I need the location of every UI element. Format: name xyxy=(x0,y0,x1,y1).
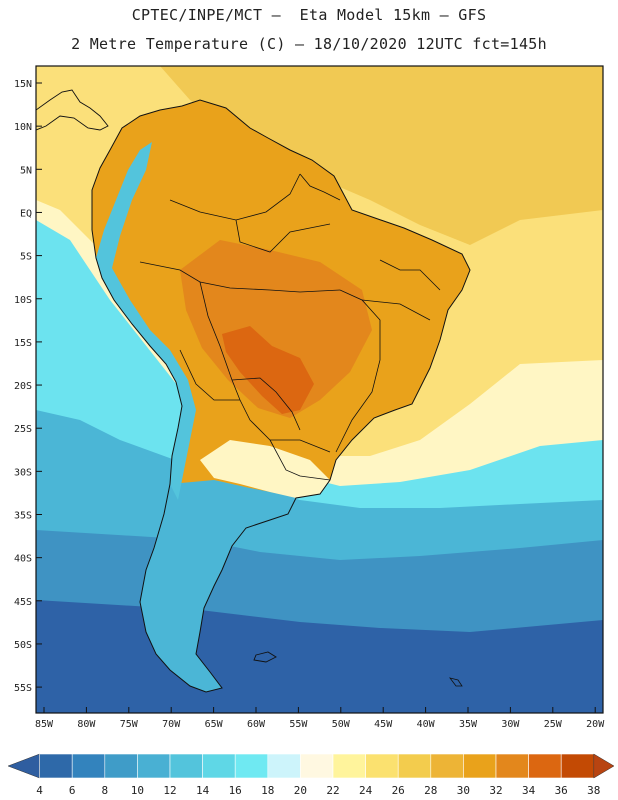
legend-swatch xyxy=(71,753,106,779)
lat-tick-label: EQ xyxy=(20,208,32,219)
lon-tick-label: 45W xyxy=(374,719,393,730)
legend-label: 10 xyxy=(131,784,144,797)
lat-tick-label: 40S xyxy=(14,554,32,565)
land-extreme xyxy=(222,326,314,414)
lat-tick-label: 5N xyxy=(20,165,32,176)
legend-label: 16 xyxy=(229,784,242,797)
legend-label: 8 xyxy=(101,784,108,797)
central-america-coast xyxy=(36,89,109,131)
legend-label: 36 xyxy=(555,784,568,797)
lat-tick-label: 55S xyxy=(14,683,32,694)
legend-label: 12 xyxy=(163,784,176,797)
lon-tick-label: 85W xyxy=(35,719,54,730)
legend-swatch xyxy=(267,753,301,779)
legend-swatch xyxy=(234,753,269,779)
lon-tick-label: 25W xyxy=(544,719,563,730)
legend-label: 26 xyxy=(392,784,405,797)
lat-tick-label: 15S xyxy=(14,338,32,349)
patagonia-cool xyxy=(140,480,296,692)
lon-tick-label: 80W xyxy=(77,719,96,730)
lon-tick-label: 40W xyxy=(417,719,436,730)
lat-tick-label: 30S xyxy=(14,467,32,478)
legend-swatch xyxy=(430,753,464,779)
lat-tick-label: 20S xyxy=(14,381,32,392)
lon-tick-label: 30W xyxy=(501,719,520,730)
lat-tick-label: 35S xyxy=(14,511,32,522)
legend-label: 4 xyxy=(36,784,43,797)
legend-label: 20 xyxy=(294,784,307,797)
lon-tick-label: 50W xyxy=(332,719,351,730)
chart-title-line1: CPTEC/INPE/MCT — Eta Model 15km — GFS xyxy=(131,6,487,24)
land-very-hot xyxy=(180,240,372,418)
legend-label: 24 xyxy=(359,784,373,797)
andes-cold xyxy=(96,142,196,500)
lon-tick-label: 20W xyxy=(586,719,605,730)
legend-swatch xyxy=(202,753,236,779)
lon-tick-label: 55W xyxy=(289,719,308,730)
lat-tick-label: 10S xyxy=(14,295,32,306)
pampas-mild xyxy=(200,440,330,498)
legend-swatch xyxy=(397,753,432,779)
legend-swatch xyxy=(463,753,497,779)
lon-tick-label: 70W xyxy=(162,719,181,730)
legend-label: 32 xyxy=(489,784,502,797)
lon-tick-label: 65W xyxy=(205,719,224,730)
falkland-islands xyxy=(253,651,277,663)
legend-label: 22 xyxy=(326,784,339,797)
south-georgia-island xyxy=(449,677,463,687)
legend-swatch xyxy=(300,753,334,779)
legend-swatch xyxy=(39,753,73,779)
lon-tick-label: 35W xyxy=(459,719,478,730)
longitude-axis: 85W 80W 75W 70W 65W 60W 55W 50W 45W 40W 35W 30W 25W 2… xyxy=(35,707,605,730)
legend-swatch xyxy=(104,753,138,779)
legend-swatch xyxy=(365,753,399,779)
coastline xyxy=(91,99,471,693)
color-legend: 4 6 8 10 12 14 16 18 20 22 24 26 28 30 32 34 36 38 xyxy=(7,753,615,797)
latitude-axis: 15N 10N 5N EQ 5S 10S 15S 20S 25S 30S 35S 40S 45S 50S 5… xyxy=(14,79,42,694)
legend-label: 18 xyxy=(261,784,274,797)
lat-tick-label: 15N xyxy=(14,79,32,90)
legend-swatch xyxy=(528,753,562,779)
legend-swatch xyxy=(137,753,171,779)
country-borders xyxy=(139,173,441,481)
legend-swatch xyxy=(169,753,203,779)
legend-label: 14 xyxy=(196,784,210,797)
lat-tick-label: 25S xyxy=(14,424,32,435)
lat-tick-label: 45S xyxy=(14,597,32,608)
map-frame xyxy=(35,65,604,714)
legend-label: 28 xyxy=(424,784,437,797)
lon-tick-label: 75W xyxy=(120,719,139,730)
legend-swatch xyxy=(495,753,529,779)
legend-under-arrow xyxy=(7,753,40,779)
legend-swatch xyxy=(560,753,595,779)
lat-tick-label: 50S xyxy=(14,640,32,651)
lon-tick-label: 60W xyxy=(247,719,266,730)
map-field xyxy=(36,66,603,713)
legend-over-arrow xyxy=(593,753,615,779)
legend-label: 6 xyxy=(69,784,76,797)
legend-label: 38 xyxy=(587,784,600,797)
lat-tick-label: 10N xyxy=(14,122,32,133)
legend-swatch xyxy=(332,753,366,779)
legend-label: 34 xyxy=(522,784,536,797)
lat-tick-label: 5S xyxy=(20,252,32,263)
chart-title-line2: 2 Metre Temperature (C) — 18/10/2020 12U… xyxy=(71,35,547,53)
legend-label: 30 xyxy=(457,784,470,797)
ocean-hot xyxy=(160,66,603,245)
